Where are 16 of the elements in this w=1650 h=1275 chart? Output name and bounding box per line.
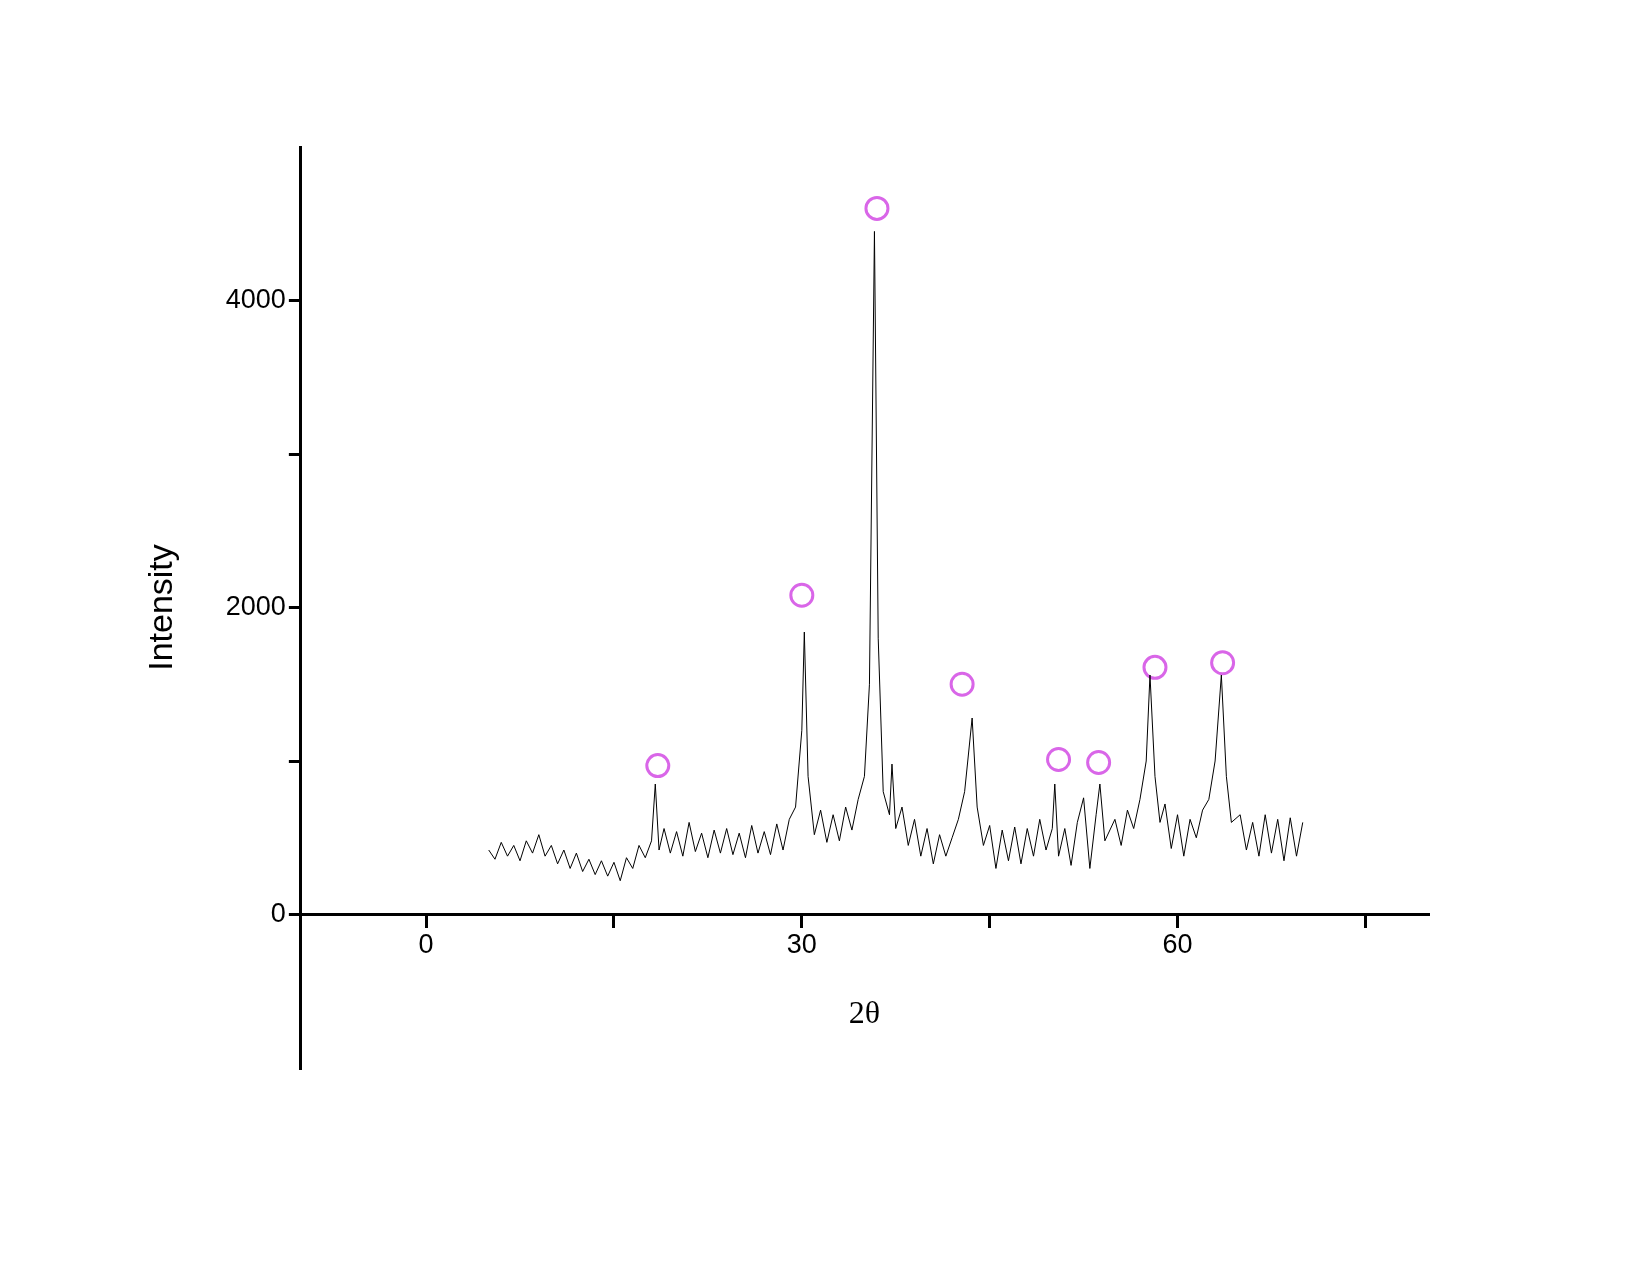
point [1086,750,1112,776]
y-tick-label: 2000 [225,590,286,621]
x-tick-label: 30 [786,929,817,960]
point [1046,746,1072,772]
y-tick-label: 4000 [225,283,286,314]
point [1210,650,1236,676]
point [789,582,815,608]
point [949,671,975,697]
x-tick-label: 60 [1162,929,1193,960]
x-axis-title: 2θ [848,993,881,1030]
point [864,195,890,221]
y-tick-label: 0 [270,897,286,928]
x-tick-label: 0 [418,929,434,960]
y-axis-title: Intensity [140,544,179,671]
point [1142,654,1168,680]
point [645,753,671,779]
